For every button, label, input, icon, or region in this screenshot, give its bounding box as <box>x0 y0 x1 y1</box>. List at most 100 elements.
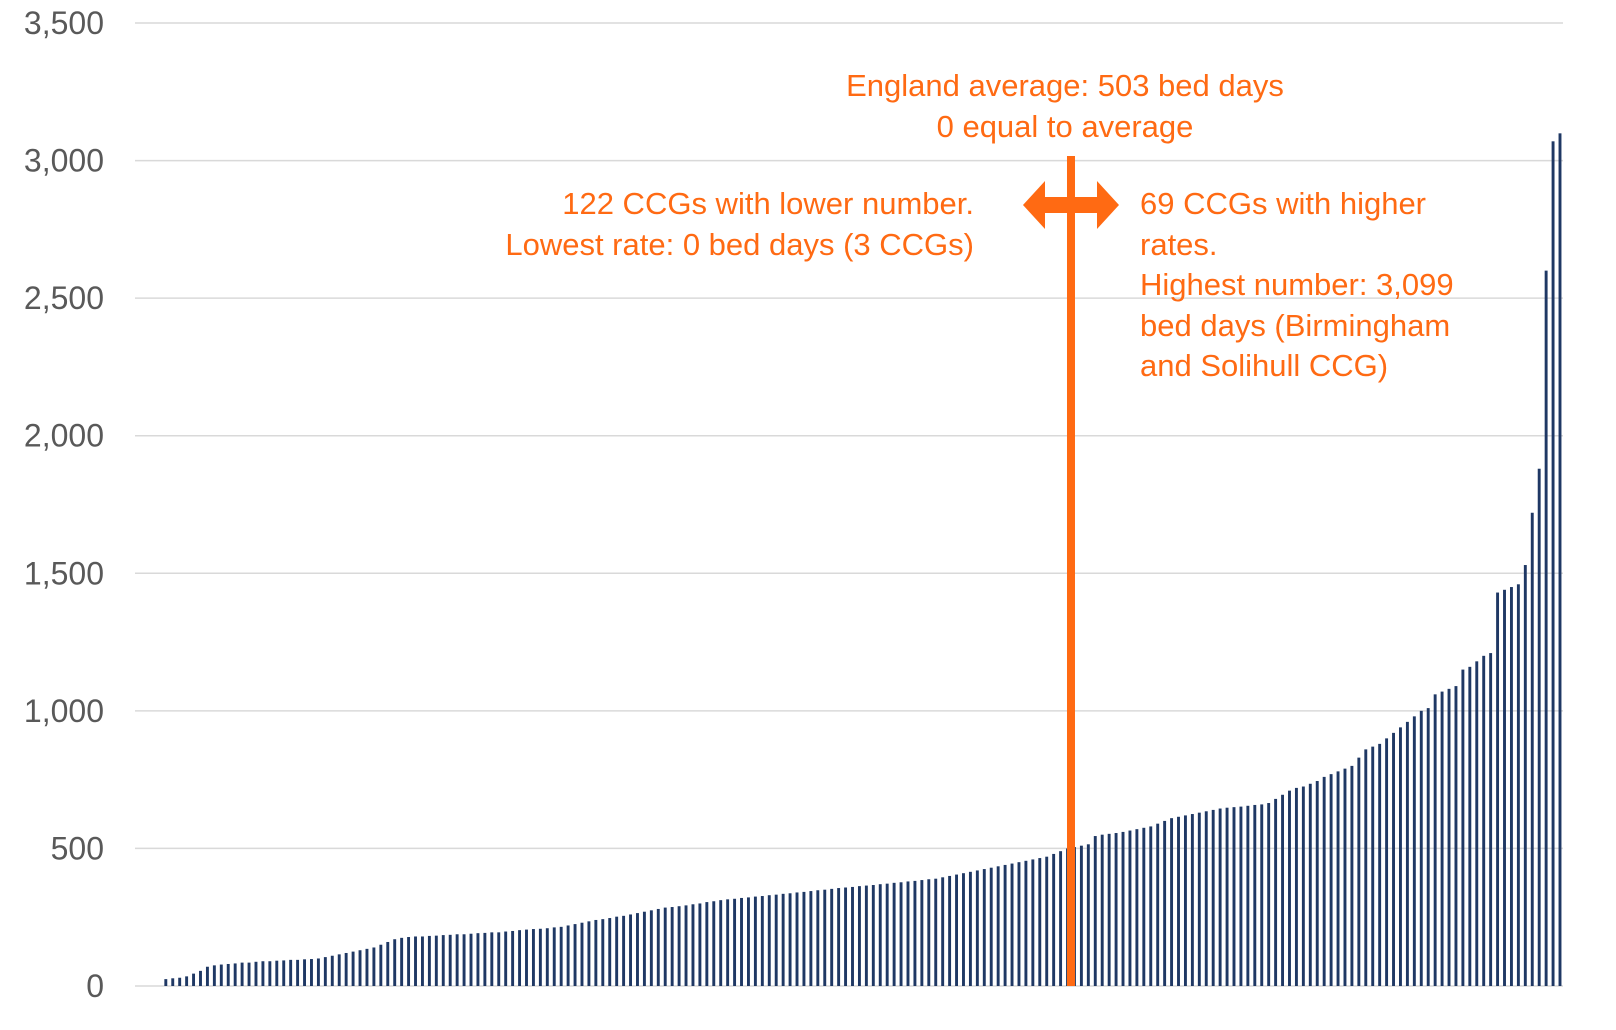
bar <box>788 893 792 986</box>
bar <box>1301 786 1305 986</box>
bar <box>1052 853 1056 986</box>
bar <box>781 893 785 986</box>
bar <box>455 934 459 986</box>
bar <box>1024 860 1028 986</box>
bar <box>1336 771 1340 986</box>
bar <box>1031 859 1035 986</box>
bar <box>254 961 258 986</box>
bar <box>1364 749 1368 986</box>
bar <box>1177 816 1180 986</box>
bar <box>566 925 570 986</box>
bar <box>864 885 868 986</box>
bar <box>1232 807 1236 986</box>
bar <box>1350 765 1354 986</box>
bar <box>538 928 542 986</box>
bar <box>1218 808 1222 986</box>
bar <box>1114 833 1118 986</box>
bar <box>275 960 279 986</box>
bar <box>518 930 522 986</box>
bar <box>871 885 875 986</box>
bar <box>1190 814 1194 986</box>
bar <box>899 882 903 986</box>
bar <box>372 947 376 986</box>
bar <box>1100 834 1104 986</box>
bar <box>878 884 882 986</box>
bar <box>608 918 612 986</box>
bar <box>310 959 313 986</box>
bar <box>774 894 778 986</box>
bar <box>1322 776 1326 986</box>
bar <box>1142 827 1146 986</box>
bar <box>1253 804 1257 986</box>
bar <box>767 895 771 986</box>
bar <box>1308 783 1312 986</box>
bar <box>594 919 598 986</box>
y-tick-label: 3,000 <box>24 143 104 179</box>
double-arrow-icon <box>1022 181 1119 229</box>
bar <box>816 890 820 986</box>
bar <box>1059 851 1063 986</box>
bar <box>1378 743 1382 986</box>
bar <box>1489 653 1493 986</box>
bar <box>240 962 244 986</box>
bar <box>199 970 202 986</box>
bar <box>962 873 965 986</box>
bar <box>636 913 639 986</box>
bar <box>1405 721 1409 986</box>
bar <box>1551 141 1555 987</box>
bar <box>316 958 320 986</box>
bar <box>1426 708 1430 986</box>
bar <box>1267 803 1271 986</box>
bar <box>337 954 341 986</box>
bar <box>282 960 286 986</box>
bar <box>795 892 799 986</box>
higher-annotation-line-5: and Solihull CCG) <box>1140 348 1389 383</box>
bar <box>670 907 674 986</box>
bar <box>1086 844 1090 986</box>
bar <box>1079 845 1083 986</box>
bar <box>1294 787 1298 986</box>
bar <box>1371 746 1375 986</box>
bar <box>365 948 369 986</box>
bar <box>1260 804 1264 986</box>
bar <box>483 932 487 986</box>
bar <box>573 924 577 986</box>
bar <box>906 881 910 986</box>
bar <box>677 906 681 986</box>
bar <box>712 901 716 986</box>
bar <box>1482 655 1486 986</box>
bar <box>393 939 397 986</box>
bar <box>219 964 223 986</box>
bar <box>1447 688 1451 986</box>
bar <box>1516 584 1520 986</box>
bar <box>857 886 861 986</box>
bar <box>948 875 952 986</box>
bar <box>663 907 667 986</box>
bar <box>247 962 251 986</box>
bar <box>1281 794 1285 986</box>
bar <box>1128 830 1132 986</box>
bar <box>968 871 972 986</box>
bar <box>1385 738 1389 986</box>
bar <box>1399 727 1402 986</box>
bar <box>296 959 300 986</box>
bar <box>545 928 549 986</box>
bar <box>1475 661 1479 986</box>
bar <box>400 937 404 986</box>
bar <box>261 961 265 986</box>
bar <box>1093 836 1097 986</box>
bar <box>1496 592 1500 986</box>
bar <box>941 877 945 986</box>
bar <box>490 932 494 986</box>
bar <box>920 880 924 986</box>
bar <box>913 880 917 986</box>
bar <box>823 889 827 986</box>
bar <box>1343 768 1347 986</box>
bar <box>1544 270 1548 987</box>
bar <box>1038 858 1042 986</box>
bar <box>469 933 473 986</box>
bar <box>358 950 362 986</box>
bar <box>1419 710 1423 986</box>
bar <box>760 896 764 986</box>
bar <box>1107 833 1111 986</box>
